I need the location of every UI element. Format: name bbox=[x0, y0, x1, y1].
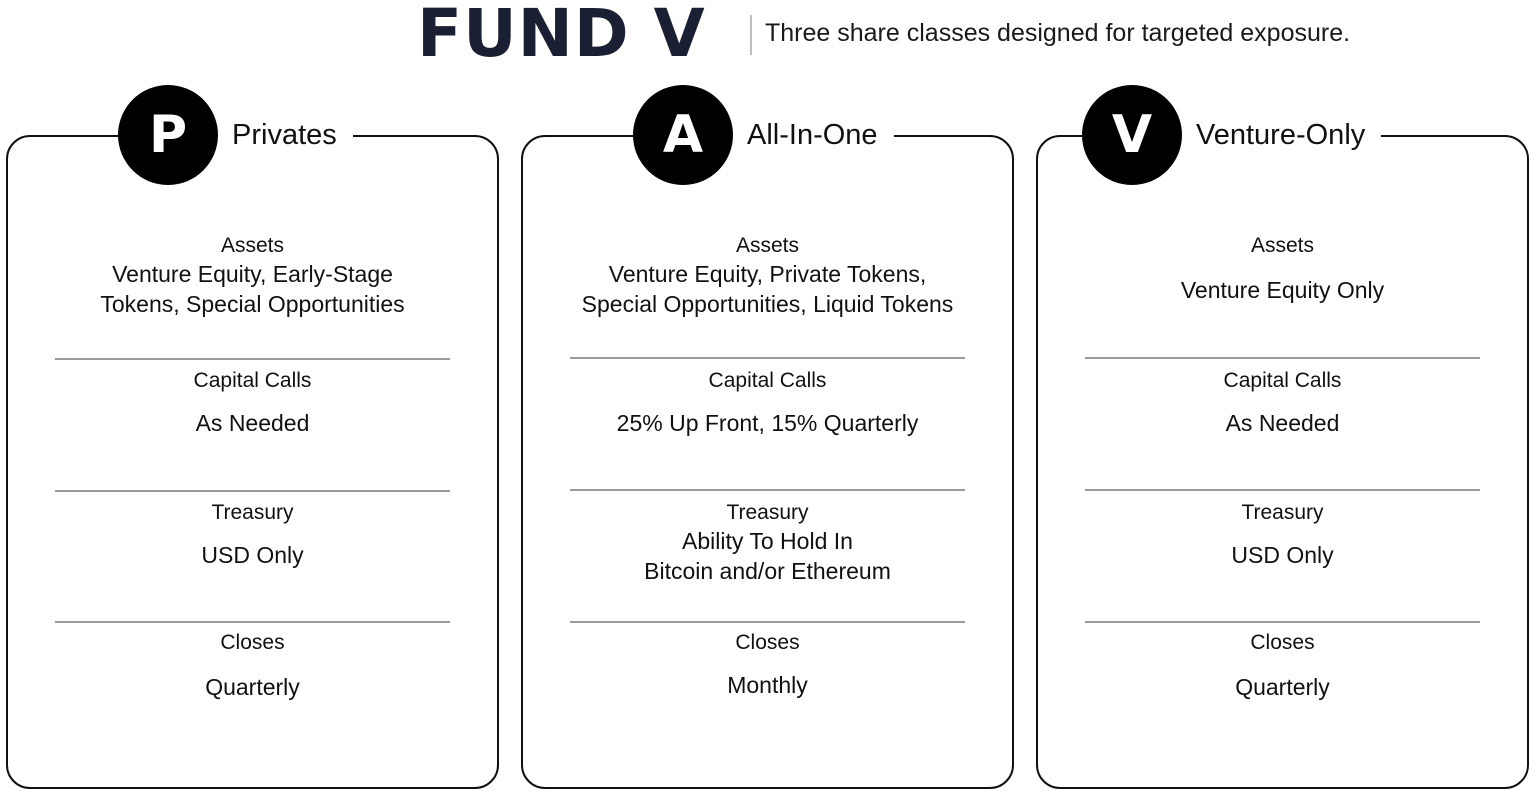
assets-value-line1: Venture Equity, Private Tokens, bbox=[608, 261, 927, 287]
section-divider bbox=[55, 490, 450, 492]
section-divider bbox=[570, 621, 965, 623]
treasury-value-line1: Ability To Hold In bbox=[682, 528, 853, 554]
card-title: Venture-Only bbox=[1196, 118, 1366, 151]
treasury-value: USD Only bbox=[1231, 542, 1334, 568]
treasury-section: Treasury Ability To Hold In Bitcoin and/… bbox=[570, 500, 965, 586]
closes-section: Closes Quarterly bbox=[1085, 630, 1480, 702]
closes-label: Closes bbox=[220, 631, 285, 654]
closes-label: Closes bbox=[735, 631, 800, 654]
treasury-section: Treasury USD Only bbox=[1085, 500, 1480, 570]
section-divider bbox=[55, 621, 450, 623]
assets-label: Assets bbox=[735, 234, 800, 257]
capital-calls-section: Capital Calls As Needed bbox=[1085, 368, 1480, 438]
title-divider bbox=[750, 15, 752, 55]
card-header: V Venture-Only bbox=[1082, 85, 1382, 185]
section-divider bbox=[55, 358, 450, 360]
card-title: All-In-One bbox=[747, 118, 878, 151]
card-title: Privates bbox=[232, 118, 337, 151]
tagline: Three share classes designed for targete… bbox=[765, 19, 1351, 47]
section-divider bbox=[1085, 357, 1480, 359]
card-header: P Privates bbox=[118, 85, 353, 185]
treasury-section: Treasury USD Only bbox=[55, 500, 450, 570]
class-badge: A bbox=[633, 85, 733, 185]
class-badge: P bbox=[118, 85, 218, 185]
header: FUND V Three share classes designed for … bbox=[0, 0, 1536, 80]
section-divider bbox=[1085, 489, 1480, 491]
share-class-card-venture-only: V Venture-Only Assets Venture Equity Onl… bbox=[1036, 85, 1529, 789]
treasury-value: USD Only bbox=[201, 542, 304, 568]
closes-section: Closes Monthly bbox=[570, 630, 965, 700]
closes-section: Closes Quarterly bbox=[55, 630, 450, 702]
fund-title: FUND V bbox=[417, 0, 706, 72]
capital-calls-label: Capital Calls bbox=[708, 369, 827, 392]
assets-section: Assets Venture Equity, Early-Stage Token… bbox=[55, 233, 450, 319]
assets-label: Assets bbox=[220, 234, 285, 257]
treasury-label: Treasury bbox=[211, 501, 294, 524]
assets-value-line2: Tokens, Special Opportunities bbox=[100, 291, 405, 317]
assets-value-line1: Venture Equity, Early-Stage bbox=[112, 261, 393, 287]
capital-calls-section: Capital Calls 25% Up Front, 15% Quarterl… bbox=[570, 368, 965, 438]
assets-value: Venture Equity Only bbox=[1180, 277, 1385, 303]
class-badge: V bbox=[1082, 85, 1182, 185]
assets-section: Assets Venture Equity Only bbox=[1085, 233, 1480, 305]
capital-calls-value: As Needed bbox=[195, 410, 310, 436]
capital-calls-label: Capital Calls bbox=[1223, 369, 1342, 392]
closes-value: Monthly bbox=[727, 672, 808, 698]
share-class-card-privates: P Privates Assets Venture Equity, Early-… bbox=[6, 85, 499, 789]
capital-calls-label: Capital Calls bbox=[193, 369, 312, 392]
treasury-label: Treasury bbox=[1241, 501, 1324, 524]
capital-calls-section: Capital Calls As Needed bbox=[55, 368, 450, 438]
section-divider bbox=[570, 357, 965, 359]
closes-value: Quarterly bbox=[1235, 674, 1330, 700]
assets-label: Assets bbox=[1250, 234, 1315, 257]
treasury-label: Treasury bbox=[726, 501, 809, 524]
card-header: A All-In-One bbox=[633, 85, 894, 185]
closes-value: Quarterly bbox=[205, 674, 300, 700]
capital-calls-value: As Needed bbox=[1225, 410, 1340, 436]
section-divider bbox=[570, 489, 965, 491]
closes-label: Closes bbox=[1250, 631, 1315, 654]
share-class-card-all-in-one: A All-In-One Assets Venture Equity, Priv… bbox=[521, 85, 1014, 789]
section-divider bbox=[1085, 621, 1480, 623]
capital-calls-value: 25% Up Front, 15% Quarterly bbox=[616, 410, 919, 436]
assets-section: Assets Venture Equity, Private Tokens, S… bbox=[570, 233, 965, 319]
assets-value-line2: Special Opportunities, Liquid Tokens bbox=[581, 291, 954, 317]
treasury-value-line2: Bitcoin and/or Ethereum bbox=[644, 558, 891, 584]
